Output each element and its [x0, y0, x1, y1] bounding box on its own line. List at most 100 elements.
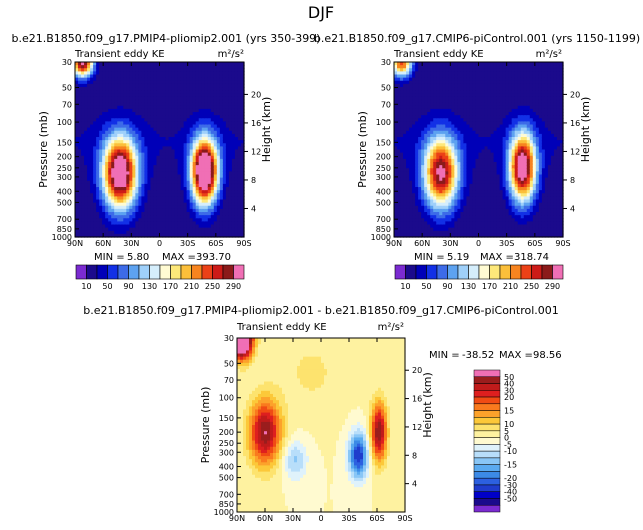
contour-cell: [436, 205, 440, 210]
contour-cell: [111, 130, 115, 135]
contour-cell: [204, 208, 209, 213]
contour-cell: [207, 130, 212, 135]
contour-cell: [174, 158, 179, 163]
contour-cell: [159, 80, 164, 85]
contour-cell: [454, 130, 458, 135]
contour-cell: [403, 221, 407, 226]
contour-cell: [475, 87, 480, 91]
contour-cell: [210, 162, 215, 166]
contour-cell: [415, 205, 419, 210]
contour-cell: [466, 233, 471, 238]
contour-cell: [397, 133, 401, 138]
contour-cell: [141, 93, 146, 97]
contour-cell: [174, 174, 179, 179]
contour-cell: [430, 193, 434, 197]
contour-cell: [240, 218, 245, 222]
contour-cell: [481, 149, 486, 154]
contour-cell: [204, 224, 209, 229]
contour-cell: [99, 102, 103, 107]
contour-cell: [156, 146, 161, 151]
contour-cell: [114, 205, 118, 210]
contour-cell: [195, 118, 200, 122]
contour-cell: [123, 171, 127, 176]
contour-cell: [472, 158, 477, 163]
contour-cell: [156, 105, 161, 110]
contour-cell: [225, 112, 230, 116]
contour-cell: [201, 212, 206, 216]
contour-cell: [225, 155, 230, 160]
contour-cell: [165, 130, 170, 135]
contour-cell: [108, 212, 112, 216]
contour-cell: [96, 80, 100, 85]
contour-cell: [427, 115, 431, 119]
contour-cell: [439, 171, 443, 176]
contour-cell: [120, 202, 124, 207]
contour-cell: [445, 74, 449, 79]
contour-cell: [240, 127, 245, 132]
contour-cell: [222, 158, 227, 163]
contour-cell: [144, 149, 149, 154]
contour-cell: [424, 74, 428, 79]
contour-cell: [406, 140, 410, 144]
contour-cell: [454, 121, 458, 126]
contour-cell: [225, 127, 230, 132]
contour-cell: [394, 168, 398, 172]
contour-cell: [186, 65, 191, 69]
contour-cell: [90, 137, 94, 141]
contour-cell: [204, 183, 209, 188]
contour-cell: [478, 227, 483, 232]
contour-cell: [105, 96, 109, 101]
contour-cell: [478, 215, 483, 219]
contour-cell: [481, 124, 486, 129]
contour-cell: [457, 168, 461, 172]
contour-cell: [183, 65, 188, 69]
contour-cell: [84, 202, 88, 207]
contour-cell: [183, 83, 188, 88]
contour-cell: [114, 190, 118, 194]
contour-cell: [409, 137, 413, 141]
contour-cell: [75, 83, 79, 88]
contour-cell: [213, 221, 218, 226]
contour-cell: [138, 190, 142, 194]
contour-cell: [460, 152, 465, 157]
contour-cell: [484, 93, 489, 97]
contour-cell: [472, 233, 477, 238]
contour-cell: [430, 180, 434, 185]
contour-cell: [466, 96, 471, 101]
contour-cell: [225, 233, 230, 238]
contour-cell: [454, 221, 458, 226]
contour-cell: [123, 140, 127, 144]
contour-cell: [442, 96, 446, 101]
contour-cell: [81, 212, 85, 216]
contour-cell: [237, 177, 242, 182]
contour-cell: [192, 230, 197, 235]
contour-cell: [418, 62, 422, 66]
contour-cell: [228, 71, 233, 76]
contour-cell: [400, 127, 404, 132]
contour-cell: [406, 102, 410, 107]
contour-cell: [153, 127, 158, 132]
contour-cell: [240, 187, 245, 191]
contour-cell: [141, 137, 146, 141]
contour-cell: [168, 140, 173, 144]
contour-cell: [469, 105, 474, 110]
contour-cell: [469, 87, 474, 91]
contour-cell: [159, 224, 164, 229]
contour-cell: [123, 77, 127, 82]
contour-cell: [439, 102, 443, 107]
contour-cell: [469, 152, 474, 157]
contour-cell: [180, 233, 185, 238]
contour-cell: [448, 146, 452, 151]
contour-cell: [445, 168, 449, 172]
contour-cell: [475, 140, 480, 144]
contour-cell: [484, 221, 489, 226]
contour-cell: [400, 68, 404, 72]
contour-cell: [78, 149, 82, 154]
contour-cell: [159, 208, 164, 213]
contour-cell: [213, 124, 218, 129]
contour-cell: [228, 177, 233, 182]
contour-cell: [141, 180, 146, 185]
contour-cell: [436, 190, 440, 194]
contour-cell: [180, 158, 185, 163]
contour-cell: [472, 140, 477, 144]
